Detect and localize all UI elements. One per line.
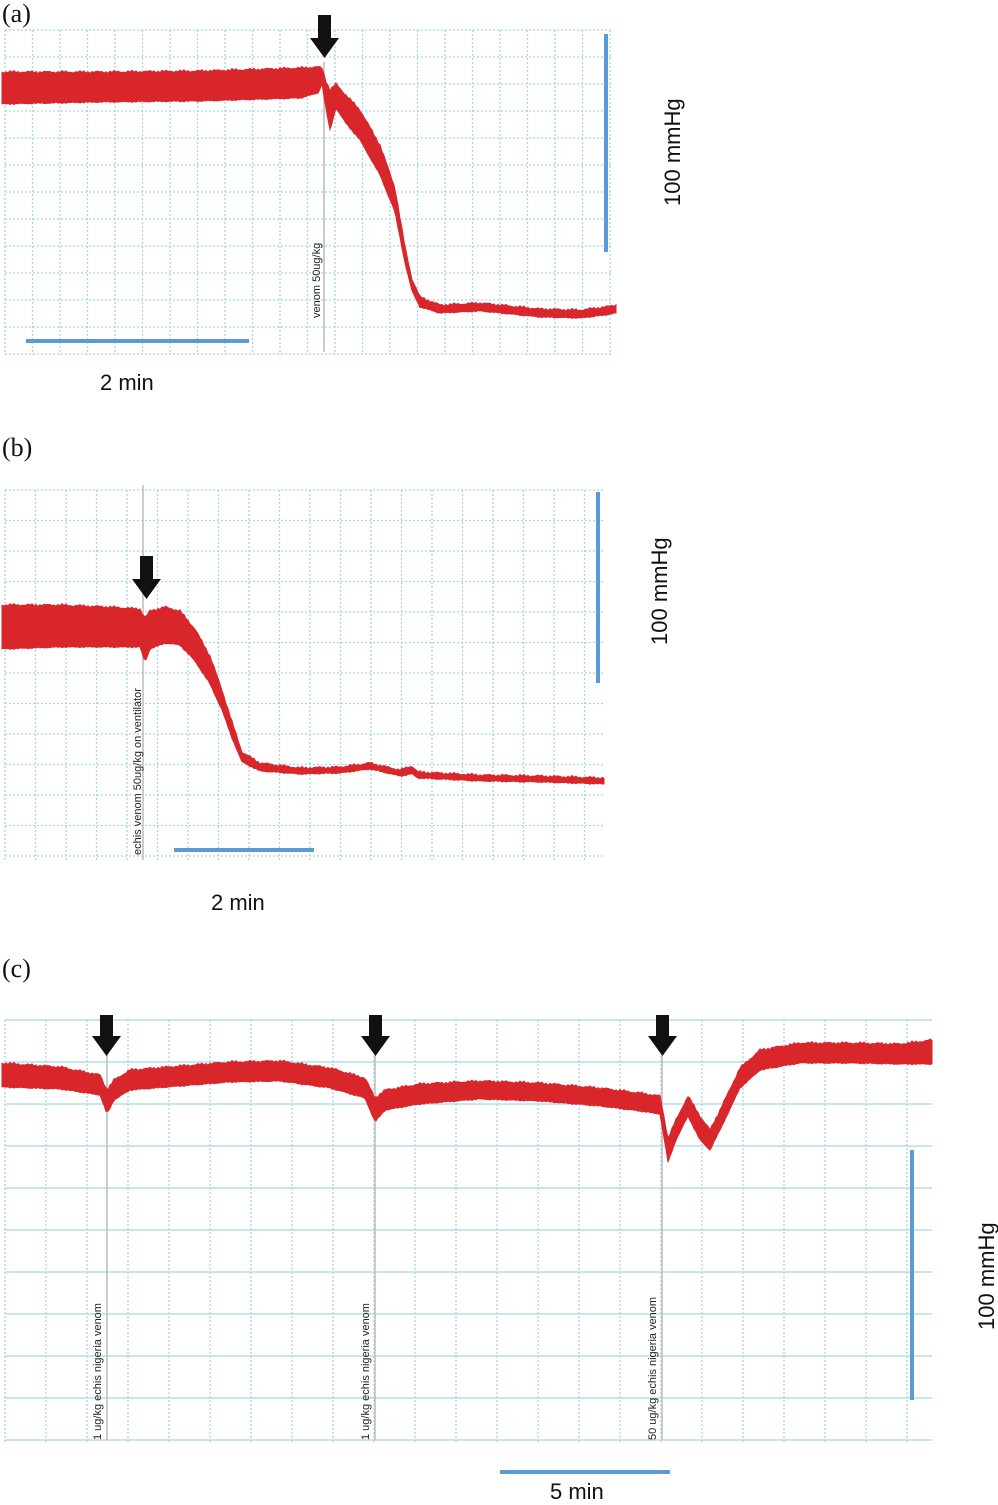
panel-c-arrow-icon-1 (92, 1015, 121, 1056)
panel-b-arrow-icon (132, 556, 161, 599)
panel-a-arrow-icon (310, 15, 339, 58)
panel-a-y-scale-label: 100 mmHg (660, 98, 685, 206)
panel-c-arrow-icon-2 (361, 1015, 390, 1056)
panel-b-grid (4, 489, 605, 860)
panel-b: echis venom 50ug/kg on ventilator (b) 2 … (1, 433, 672, 915)
panel-b-trace (1, 602, 605, 785)
panel-a-event-label: venom 50ug/kg (311, 243, 323, 318)
panel-a: venom 50ug/kg (a) 2 min 100 mmHg (1, 0, 685, 395)
panel-c-trace (1, 1038, 933, 1163)
panel-c-x-scale-label: 5 min (550, 1479, 604, 1500)
panel-c-arrow-icon-3 (648, 1015, 677, 1056)
panel-c-event-label-2: 1 ug/kg echis nigeria venom (360, 1303, 372, 1440)
panel-a-trace (1, 65, 617, 320)
panel-a-label: (a) (2, 0, 31, 28)
panel-c-grid (4, 1019, 932, 1442)
panel-c-event-label-1: 1 ug/kg echis nigeria venom (92, 1303, 104, 1440)
panel-c-label: (c) (2, 954, 31, 983)
panel-b-label: (b) (2, 433, 32, 462)
panel-b-x-scale-label: 2 min (211, 890, 265, 915)
panel-c-y-scale-label: 100 mmHg (974, 1222, 998, 1330)
panel-a-grid (4, 29, 612, 355)
panel-a-x-scale-label: 2 min (100, 370, 154, 395)
panel-b-y-scale-label: 100 mmHg (647, 537, 672, 645)
panel-b-event-label: echis venom 50ug/kg on ventilator (132, 688, 144, 855)
panel-c-event-label-3: 50 ug/kg echis nigeria venom (647, 1297, 659, 1440)
panel-c: 1 ug/kg echis nigeria venom 1 ug/kg echi… (1, 954, 998, 1504)
